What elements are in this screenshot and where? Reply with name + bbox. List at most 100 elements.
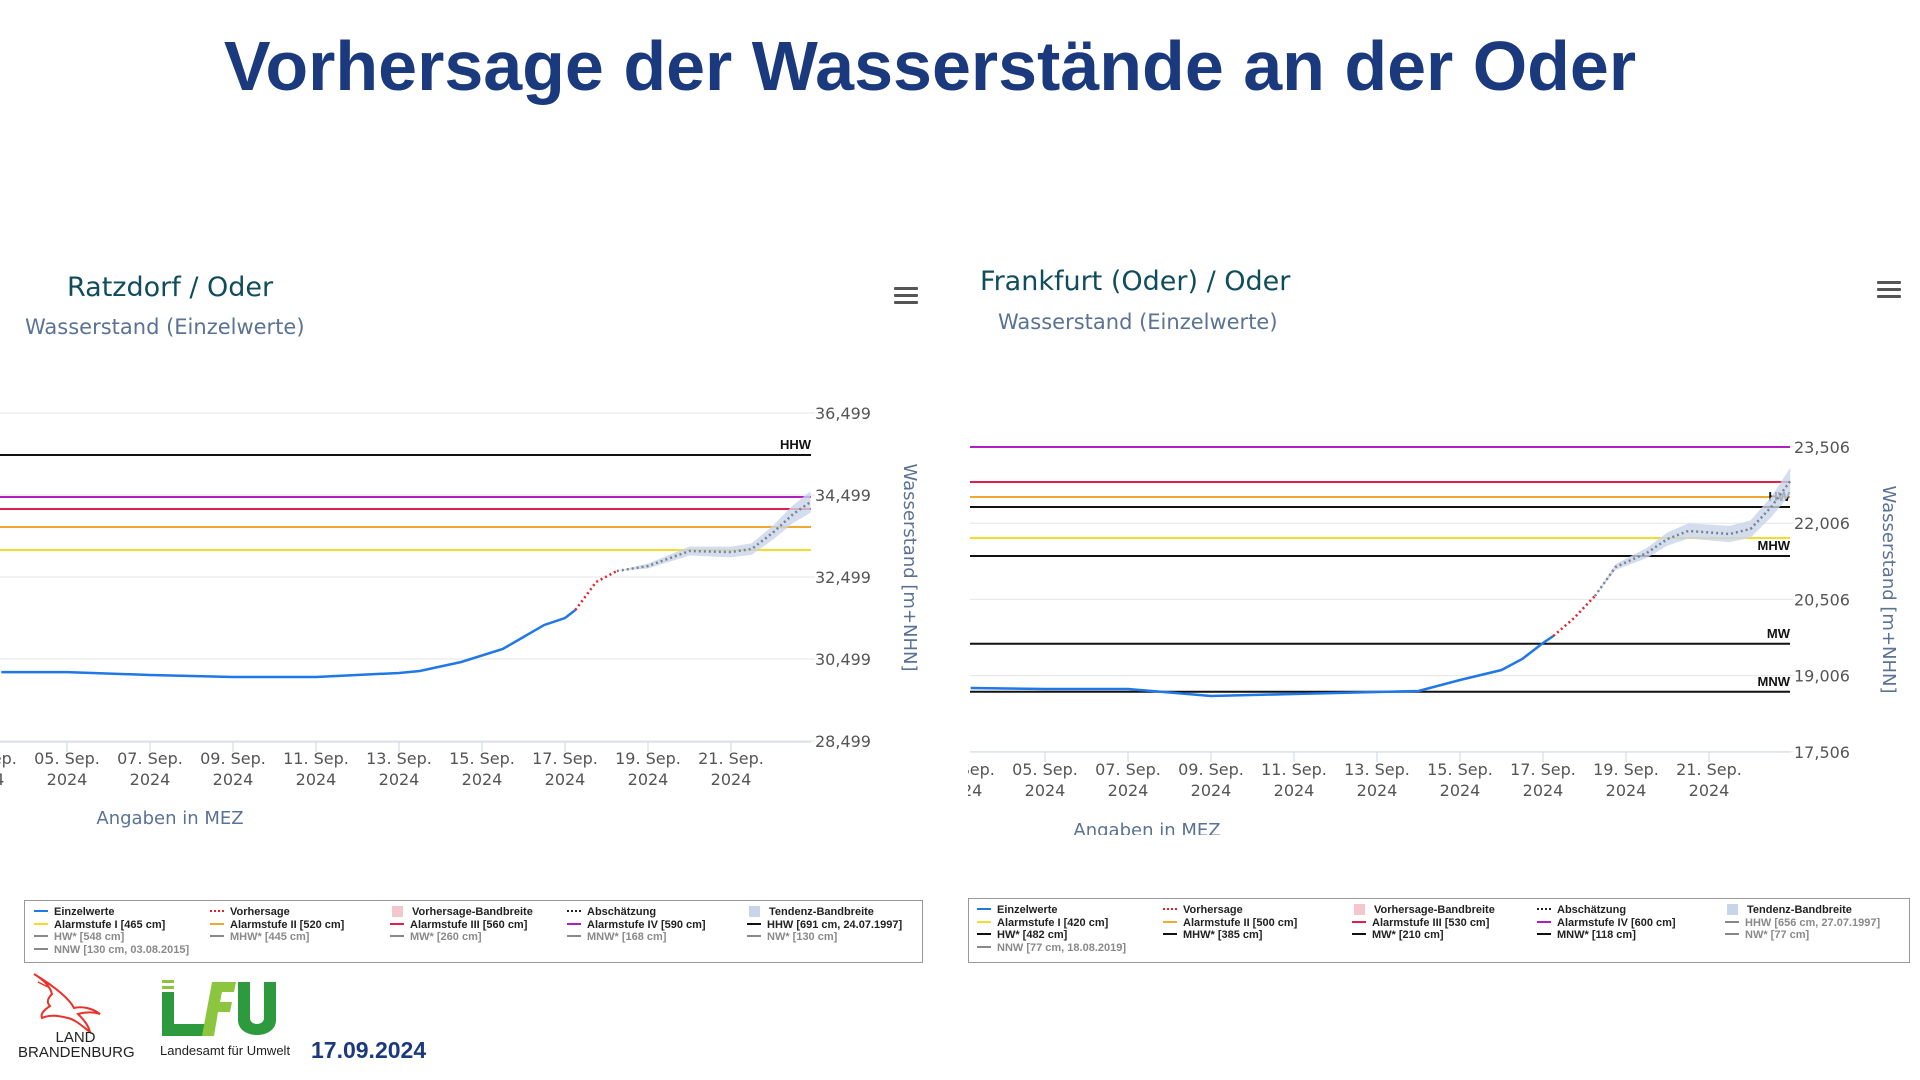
- legend-item[interactable]: Tendenz-Bandbreite: [1725, 903, 1852, 917]
- legend-item[interactable]: Abschätzung: [567, 906, 656, 919]
- brandenburg-logo-text: LAND BRANDENBURG: [18, 1030, 135, 1061]
- y-tick-label: 28,499: [815, 732, 871, 751]
- x-tick-label: 07. Sep.: [117, 749, 183, 768]
- legend-item[interactable]: Alarmstufe III [530 cm]: [1352, 917, 1489, 930]
- legend-item[interactable]: HHW [691 cm, 24.07.1997]: [747, 919, 902, 932]
- legend-line-icon: [1163, 933, 1177, 936]
- legend-label: Vorhersage-Bandbreite: [412, 906, 533, 918]
- chart-menu-button-ratzdorf[interactable]: [894, 287, 918, 307]
- x-tick-label: 17. Sep.: [1510, 760, 1576, 779]
- x-tick-label-year: 2024: [628, 770, 669, 789]
- legend-label: HHW [691 cm, 24.07.1997]: [767, 918, 903, 931]
- legend-item[interactable]: Vorhersage: [210, 906, 290, 919]
- legend-label: HW* [548 cm]: [54, 931, 125, 943]
- legend-line-icon: [34, 922, 48, 925]
- chart-title-frankfurt: Frankfurt (Oder) / Oder: [980, 266, 1291, 297]
- legend-line-icon: [1725, 920, 1739, 923]
- legend-dotted-line-icon: [567, 910, 581, 913]
- x-tick-label: 21. Sep.: [698, 749, 764, 768]
- legend-label: MW* [210 cm]: [1372, 929, 1444, 941]
- legend-item[interactable]: Alarmstufe IV [600 cm]: [1537, 917, 1676, 930]
- x-tick-label: 19. Sep.: [615, 749, 681, 768]
- legend-item[interactable]: HW* [482 cm]: [977, 929, 1067, 942]
- legend-item[interactable]: Vorhersage: [1163, 904, 1243, 917]
- reference-line-label: MHW: [1758, 538, 1791, 553]
- legend-label: Vorhersage: [1183, 904, 1243, 916]
- y-tick-label: 30,499: [815, 650, 871, 669]
- legend-item[interactable]: Vorhersage-Bandbreite: [1352, 903, 1495, 917]
- series-vorhersage: [574, 569, 618, 611]
- legend-line-icon: [34, 935, 48, 938]
- legend-label: NNW [130 cm, 03.08.2015]: [54, 943, 190, 956]
- legend-label: Alarmstufe II [500 cm]: [1183, 916, 1298, 929]
- legend-dotted-line-icon: [1537, 908, 1551, 911]
- legend-item[interactable]: Einzelwerte: [34, 906, 115, 919]
- legend-item[interactable]: NW* [130 cm]: [747, 931, 837, 944]
- x-axis-title: Angaben in MEZ: [96, 808, 243, 829]
- x-tick-label: 03. Sep.: [968, 760, 995, 779]
- legend-label: Abschätzung: [587, 906, 657, 918]
- legend-item[interactable]: NNW [77 cm, 18.08.2019]: [977, 942, 1126, 955]
- x-tick-label-year: 2024: [296, 770, 337, 789]
- legend-item[interactable]: HW* [548 cm]: [34, 931, 124, 944]
- legend-item[interactable]: MW* [210 cm]: [1352, 929, 1444, 942]
- legend-line-icon: [1163, 920, 1177, 923]
- x-tick-label-year: 2024: [1523, 781, 1564, 800]
- legend-item[interactable]: MNW* [118 cm]: [1537, 929, 1636, 942]
- legend-label: Tendenz-Bandbreite: [1747, 904, 1852, 916]
- x-tick-label-year: 2024: [1025, 781, 1066, 800]
- legend-label: Alarmstufe II [520 cm]: [230, 918, 345, 931]
- brandenburg-line2: BRANDENBURG: [18, 1044, 135, 1061]
- x-tick-label: 09. Sep.: [1178, 760, 1244, 779]
- legend-item[interactable]: Alarmstufe II [520 cm]: [210, 919, 344, 932]
- legend-item[interactable]: Alarmstufe IV [590 cm]: [567, 919, 706, 932]
- legend-item[interactable]: Alarmstufe II [500 cm]: [1163, 917, 1297, 930]
- legend-item[interactable]: MHW* [385 cm]: [1163, 929, 1262, 942]
- legend-item[interactable]: HHW [656 cm, 27.07.1997]: [1725, 917, 1880, 930]
- reference-line-label: MNW: [1758, 674, 1791, 689]
- legend-item[interactable]: NNW [130 cm, 03.08.2015]: [34, 944, 189, 957]
- legend-label: NNW [77 cm, 18.08.2019]: [997, 941, 1127, 954]
- chart-ratzdorf: 28,499 30,499 32,499 34,499 36,499 03. Sep. 20…: [0, 404, 920, 829]
- legend-label: HW* [482 cm]: [997, 929, 1068, 941]
- legend-item[interactable]: MHW* [445 cm]: [210, 931, 309, 944]
- legend-label: Vorhersage-Bandbreite: [1374, 904, 1495, 916]
- legend-line-icon: [977, 933, 991, 936]
- legend-item[interactable]: MNW* [168 cm]: [567, 931, 666, 944]
- legend-label: Alarmstufe I [420 cm]: [997, 916, 1109, 929]
- legend-item[interactable]: Tendenz-Bandbreite: [747, 905, 874, 919]
- lfu-caption: Landesamt für Umwelt: [160, 1043, 291, 1058]
- legend-item[interactable]: NW* [77 cm]: [1725, 929, 1809, 942]
- legend-item[interactable]: Alarmstufe I [465 cm]: [34, 919, 165, 932]
- legend-line-icon: [34, 910, 48, 913]
- y-axis-title: Wasserstand [m+NHN]: [1878, 485, 1899, 693]
- y-tick-label: 17,506: [1794, 743, 1850, 762]
- x-tick-label-year: 2024: [1191, 781, 1232, 800]
- series-einzelwerte: [970, 634, 1555, 698]
- legend-item[interactable]: Einzelwerte: [977, 904, 1058, 917]
- x-tick-label: 15. Sep.: [449, 749, 515, 768]
- legend-square-icon: [1354, 903, 1365, 915]
- legend-line-icon: [1537, 933, 1551, 936]
- legend-item[interactable]: Alarmstufe I [420 cm]: [977, 917, 1108, 930]
- legend-item[interactable]: Alarmstufe III [560 cm]: [390, 919, 527, 932]
- x-tick-label-year: 2024: [1689, 781, 1730, 800]
- chart-menu-button-frankfurt[interactable]: [1877, 281, 1901, 301]
- tendenz-band: [616, 491, 811, 572]
- x-tick-label-year: 2024: [130, 770, 171, 789]
- legend-label: Abschätzung: [1557, 904, 1627, 916]
- x-tick-label: 07. Sep.: [1095, 760, 1161, 779]
- x-tick-label: 11. Sep.: [283, 749, 349, 768]
- series-abschaetzung: [1593, 480, 1792, 597]
- x-tick-label: 19. Sep.: [1593, 760, 1659, 779]
- x-tick-label-year: 2024: [1606, 781, 1647, 800]
- x-tick-label-year: 2024: [0, 770, 4, 789]
- series-vorhersage: [1552, 595, 1596, 637]
- legend-item[interactable]: Abschätzung: [1537, 904, 1626, 917]
- legend-item[interactable]: Vorhersage-Bandbreite: [390, 905, 533, 919]
- x-tick-label-year: 2024: [47, 770, 88, 789]
- x-tick-label: 13. Sep.: [366, 749, 432, 768]
- y-tick-label: 20,506: [1794, 590, 1850, 609]
- legend-item[interactable]: MW* [260 cm]: [390, 931, 482, 944]
- legend-line-icon: [567, 922, 581, 925]
